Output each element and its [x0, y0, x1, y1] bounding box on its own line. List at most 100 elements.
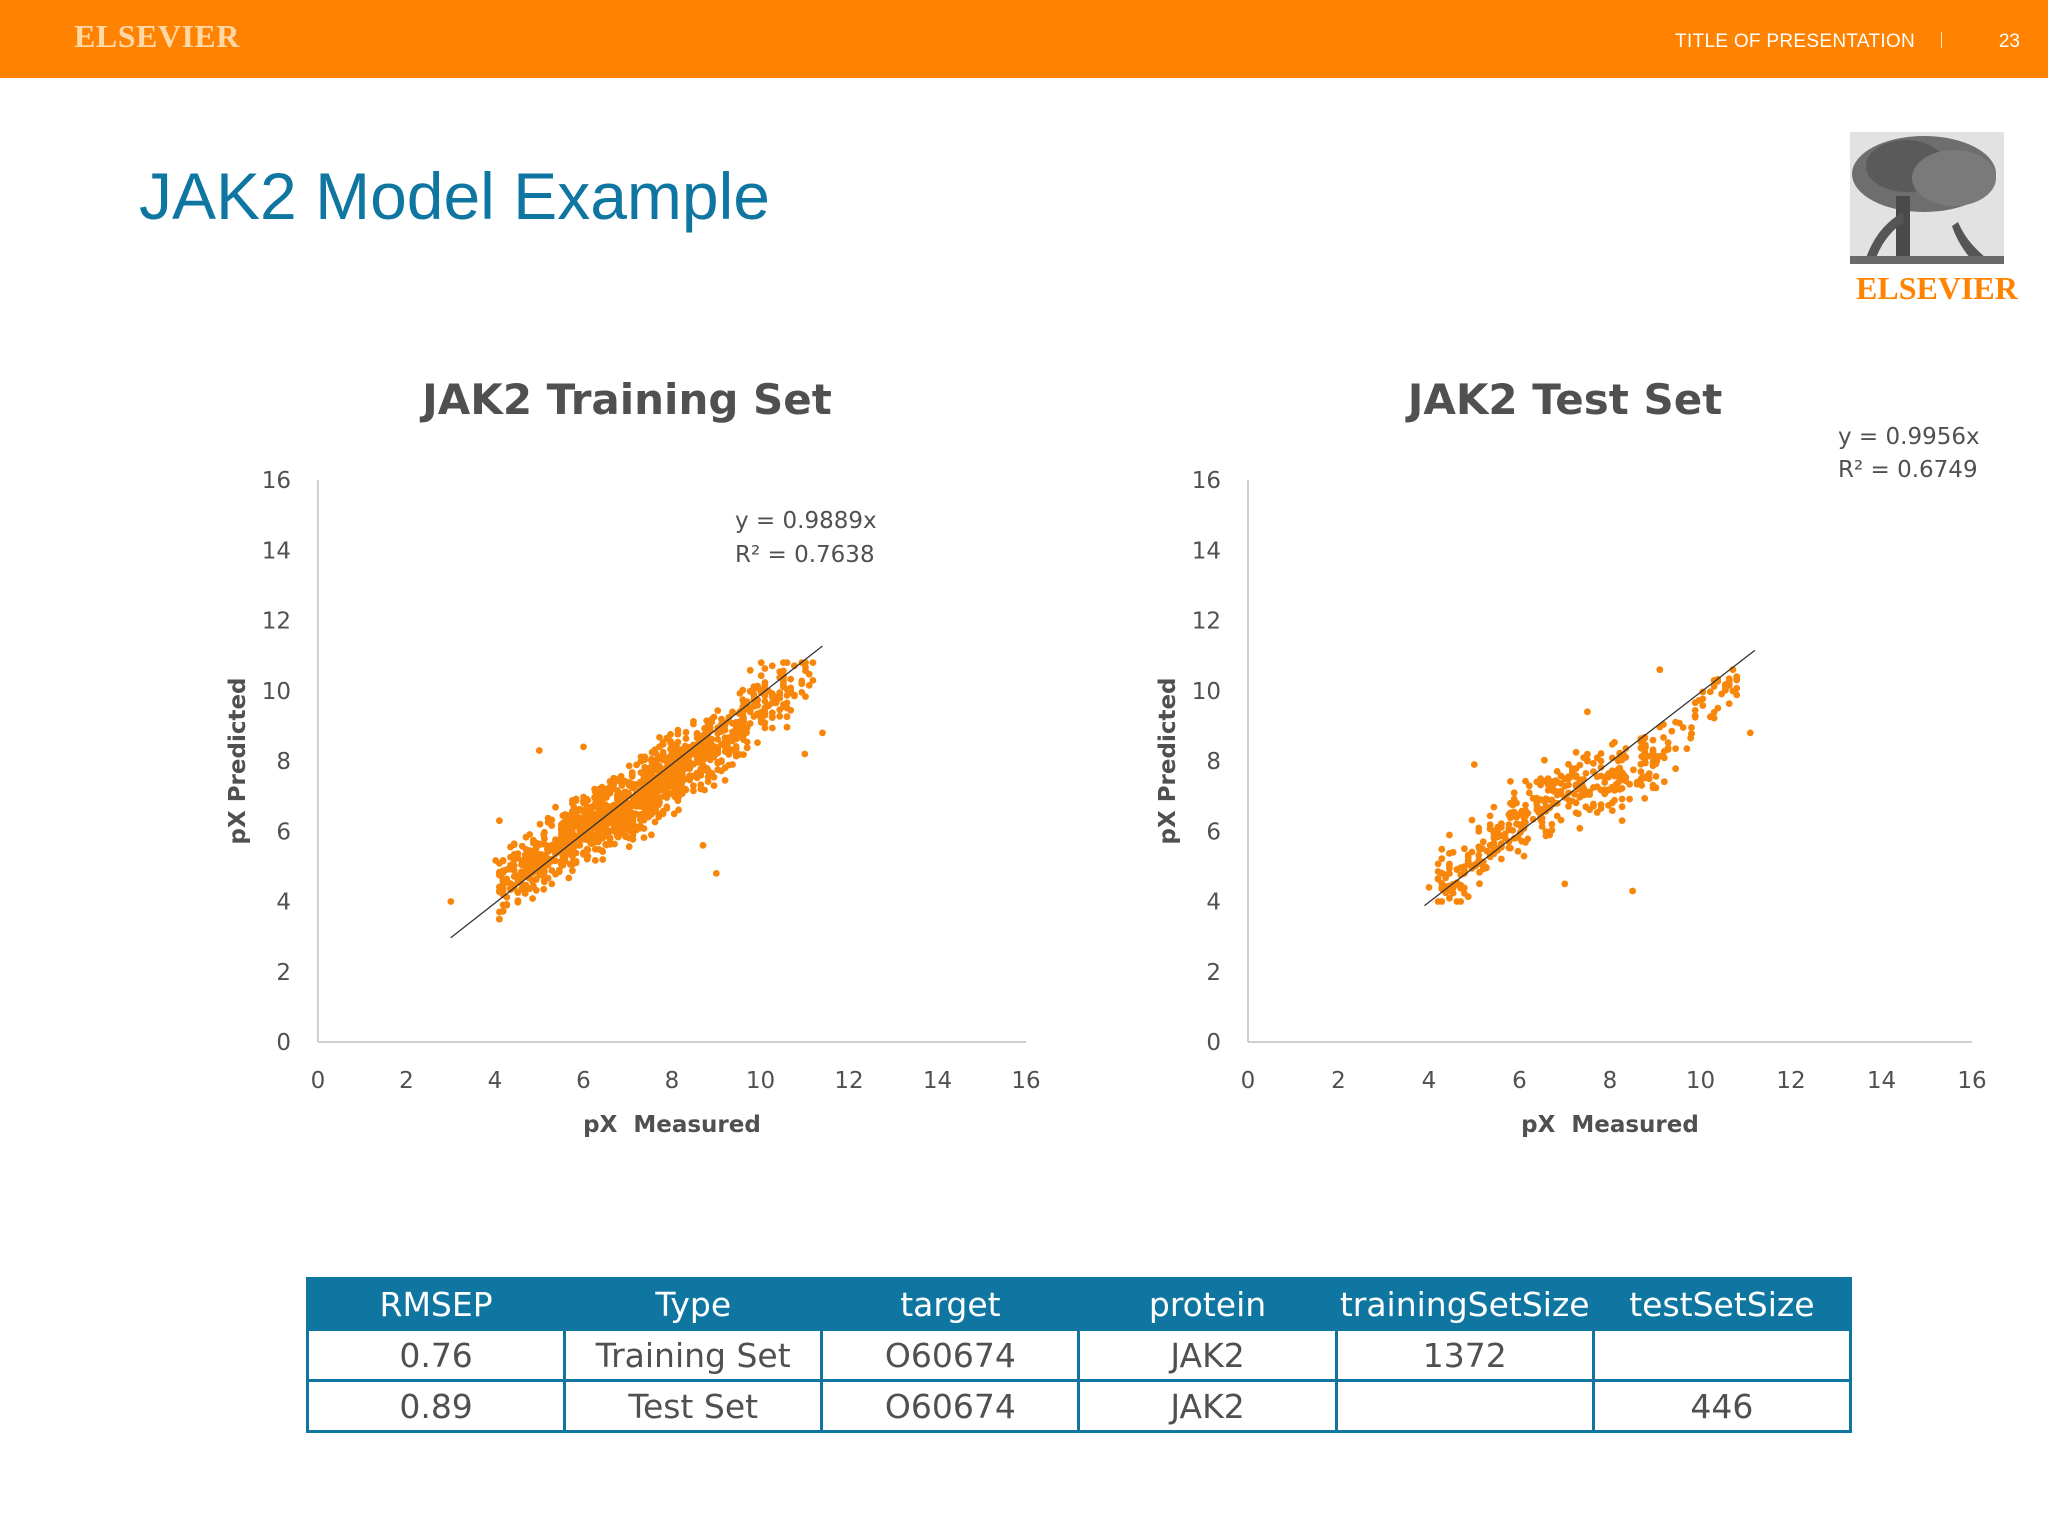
slide-title: JAK2 Model Example — [139, 159, 770, 233]
data-point — [664, 772, 671, 780]
data-point — [544, 818, 552, 826]
data-point — [611, 840, 618, 848]
data-point — [1505, 838, 1513, 846]
data-point — [706, 737, 714, 745]
data-point — [780, 667, 787, 675]
x-tick-label: 4 — [488, 1068, 503, 1094]
data-point — [652, 805, 660, 813]
data-point — [499, 885, 507, 893]
data-point — [530, 882, 537, 890]
data-point — [561, 826, 569, 834]
data-point — [682, 728, 690, 736]
data-point — [783, 659, 791, 666]
y-tick-label: 16 — [262, 468, 291, 494]
data-point — [740, 751, 747, 758]
data-point — [1642, 741, 1649, 749]
data-point — [768, 724, 776, 732]
data-point — [1718, 690, 1725, 698]
data-point — [588, 840, 595, 847]
data-point — [561, 811, 569, 818]
y-tick-label: 6 — [276, 819, 291, 845]
data-point — [580, 743, 587, 751]
data-point — [1580, 754, 1587, 761]
data-point — [584, 835, 592, 843]
data-point — [1688, 724, 1695, 731]
data-point — [1510, 789, 1518, 797]
data-point — [652, 759, 660, 767]
data-point — [637, 798, 645, 806]
data-point — [1509, 827, 1517, 834]
x-tick-label: 10 — [746, 1068, 775, 1094]
data-point — [663, 734, 671, 742]
data-point — [510, 851, 518, 858]
x-axis-title: pX Measured — [1521, 1112, 1699, 1138]
data-point — [569, 853, 576, 860]
data-point — [1618, 803, 1626, 811]
data-point — [569, 829, 576, 836]
data-point — [1649, 746, 1657, 754]
data-point — [1514, 847, 1522, 855]
data-point — [1733, 673, 1741, 681]
top-bar: ELSEVIER TITLE OF PRESENTATION 23 — [0, 0, 2048, 78]
data-point — [1605, 772, 1612, 780]
data-point — [1649, 784, 1657, 792]
data-point — [496, 915, 503, 923]
data-point — [1520, 852, 1528, 860]
data-point — [1672, 765, 1679, 773]
data-point — [761, 692, 769, 700]
data-point — [1649, 736, 1657, 744]
data-point — [714, 736, 722, 743]
data-point — [576, 820, 584, 827]
data-point — [675, 749, 682, 757]
data-point — [1672, 718, 1679, 726]
data-point — [714, 707, 722, 714]
data-point — [739, 686, 747, 694]
data-point — [1538, 823, 1546, 830]
data-point — [1468, 816, 1476, 824]
trendline-equation: y = 0.9889x — [735, 508, 877, 534]
trendline-equation: y = 0.9956x — [1838, 424, 1980, 450]
table-cell — [1591, 1328, 1853, 1382]
data-point — [1649, 762, 1657, 770]
data-point — [530, 863, 537, 871]
data-point — [584, 796, 592, 804]
y-axis-title: pX Predicted — [225, 677, 251, 844]
data-point — [637, 780, 645, 787]
data-point — [1584, 708, 1591, 716]
data-point — [1507, 778, 1514, 785]
data-point — [678, 765, 686, 773]
data-point — [447, 898, 455, 905]
data-point — [1482, 864, 1490, 872]
data-point — [606, 835, 614, 843]
data-point — [1725, 700, 1733, 707]
data-point — [1590, 760, 1597, 767]
data-point — [645, 813, 652, 821]
data-point — [514, 898, 522, 906]
data-point — [768, 713, 776, 721]
data-point — [611, 828, 618, 835]
x-tick-label: 8 — [1603, 1068, 1618, 1094]
data-point — [1626, 795, 1633, 803]
table-cell: 0.76 — [305, 1328, 567, 1382]
data-point — [710, 773, 718, 781]
data-point — [776, 712, 784, 720]
data-point — [1672, 745, 1679, 752]
data-point — [1535, 808, 1542, 816]
data-point — [1660, 754, 1668, 762]
x-tick-label: 4 — [1422, 1068, 1437, 1094]
data-point — [663, 803, 671, 811]
x-tick-label: 16 — [1011, 1068, 1040, 1094]
data-point — [757, 686, 765, 694]
data-point — [651, 818, 659, 826]
data-point — [569, 845, 576, 853]
data-point — [1645, 770, 1653, 778]
results-table: RMSEP Type target protein trainingSetSiz… — [305, 1277, 1853, 1433]
data-point — [1533, 801, 1541, 808]
data-point — [496, 859, 503, 867]
data-point — [1691, 713, 1699, 721]
column-header: Type — [563, 1277, 824, 1331]
data-point — [1446, 850, 1453, 857]
data-point — [1479, 845, 1486, 852]
x-axis-title: pX Measured — [583, 1112, 761, 1138]
data-point — [1578, 776, 1586, 784]
